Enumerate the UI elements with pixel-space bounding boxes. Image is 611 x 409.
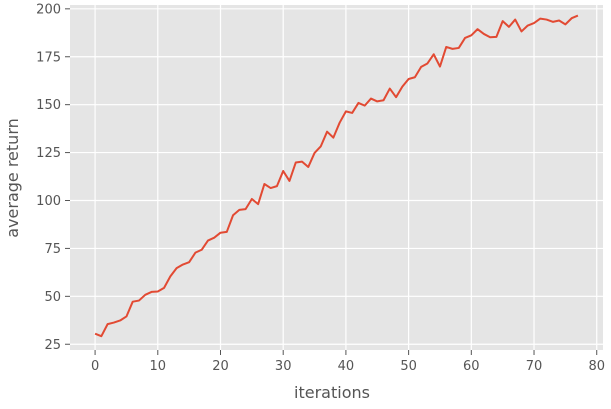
x-tick-label: 30 [275,359,292,374]
x-tick-label: 60 [463,359,480,374]
y-axis-label: average return [3,118,22,238]
x-tick-label: 70 [526,359,543,374]
x-tick-label: 50 [400,359,417,374]
x-tick-label: 80 [588,359,605,374]
plot-area [70,5,603,350]
y-tick-label: 200 [36,2,61,17]
x-tick-label: 10 [150,359,167,374]
y-axis-ticks: 25 50 75 100 125 150 175 200 [36,2,70,353]
y-tick-label: 150 [36,98,61,113]
y-tick-label: 50 [44,290,61,305]
series-layer [94,14,579,338]
x-tick-label: 20 [212,359,229,374]
x-tick-label: 40 [338,359,355,374]
x-axis-label: iterations [294,383,370,402]
y-tick-label: 175 [36,50,61,65]
y-tick-label: 25 [44,338,61,353]
y-tick-label: 75 [44,242,61,257]
grid-lines [70,5,603,350]
x-tick-label: 0 [91,359,99,374]
x-axis-ticks: 0 10 20 30 40 50 60 70 80 [91,350,605,374]
series-line [94,14,579,338]
y-tick-label: 100 [36,194,61,209]
y-tick-label: 125 [36,146,61,161]
